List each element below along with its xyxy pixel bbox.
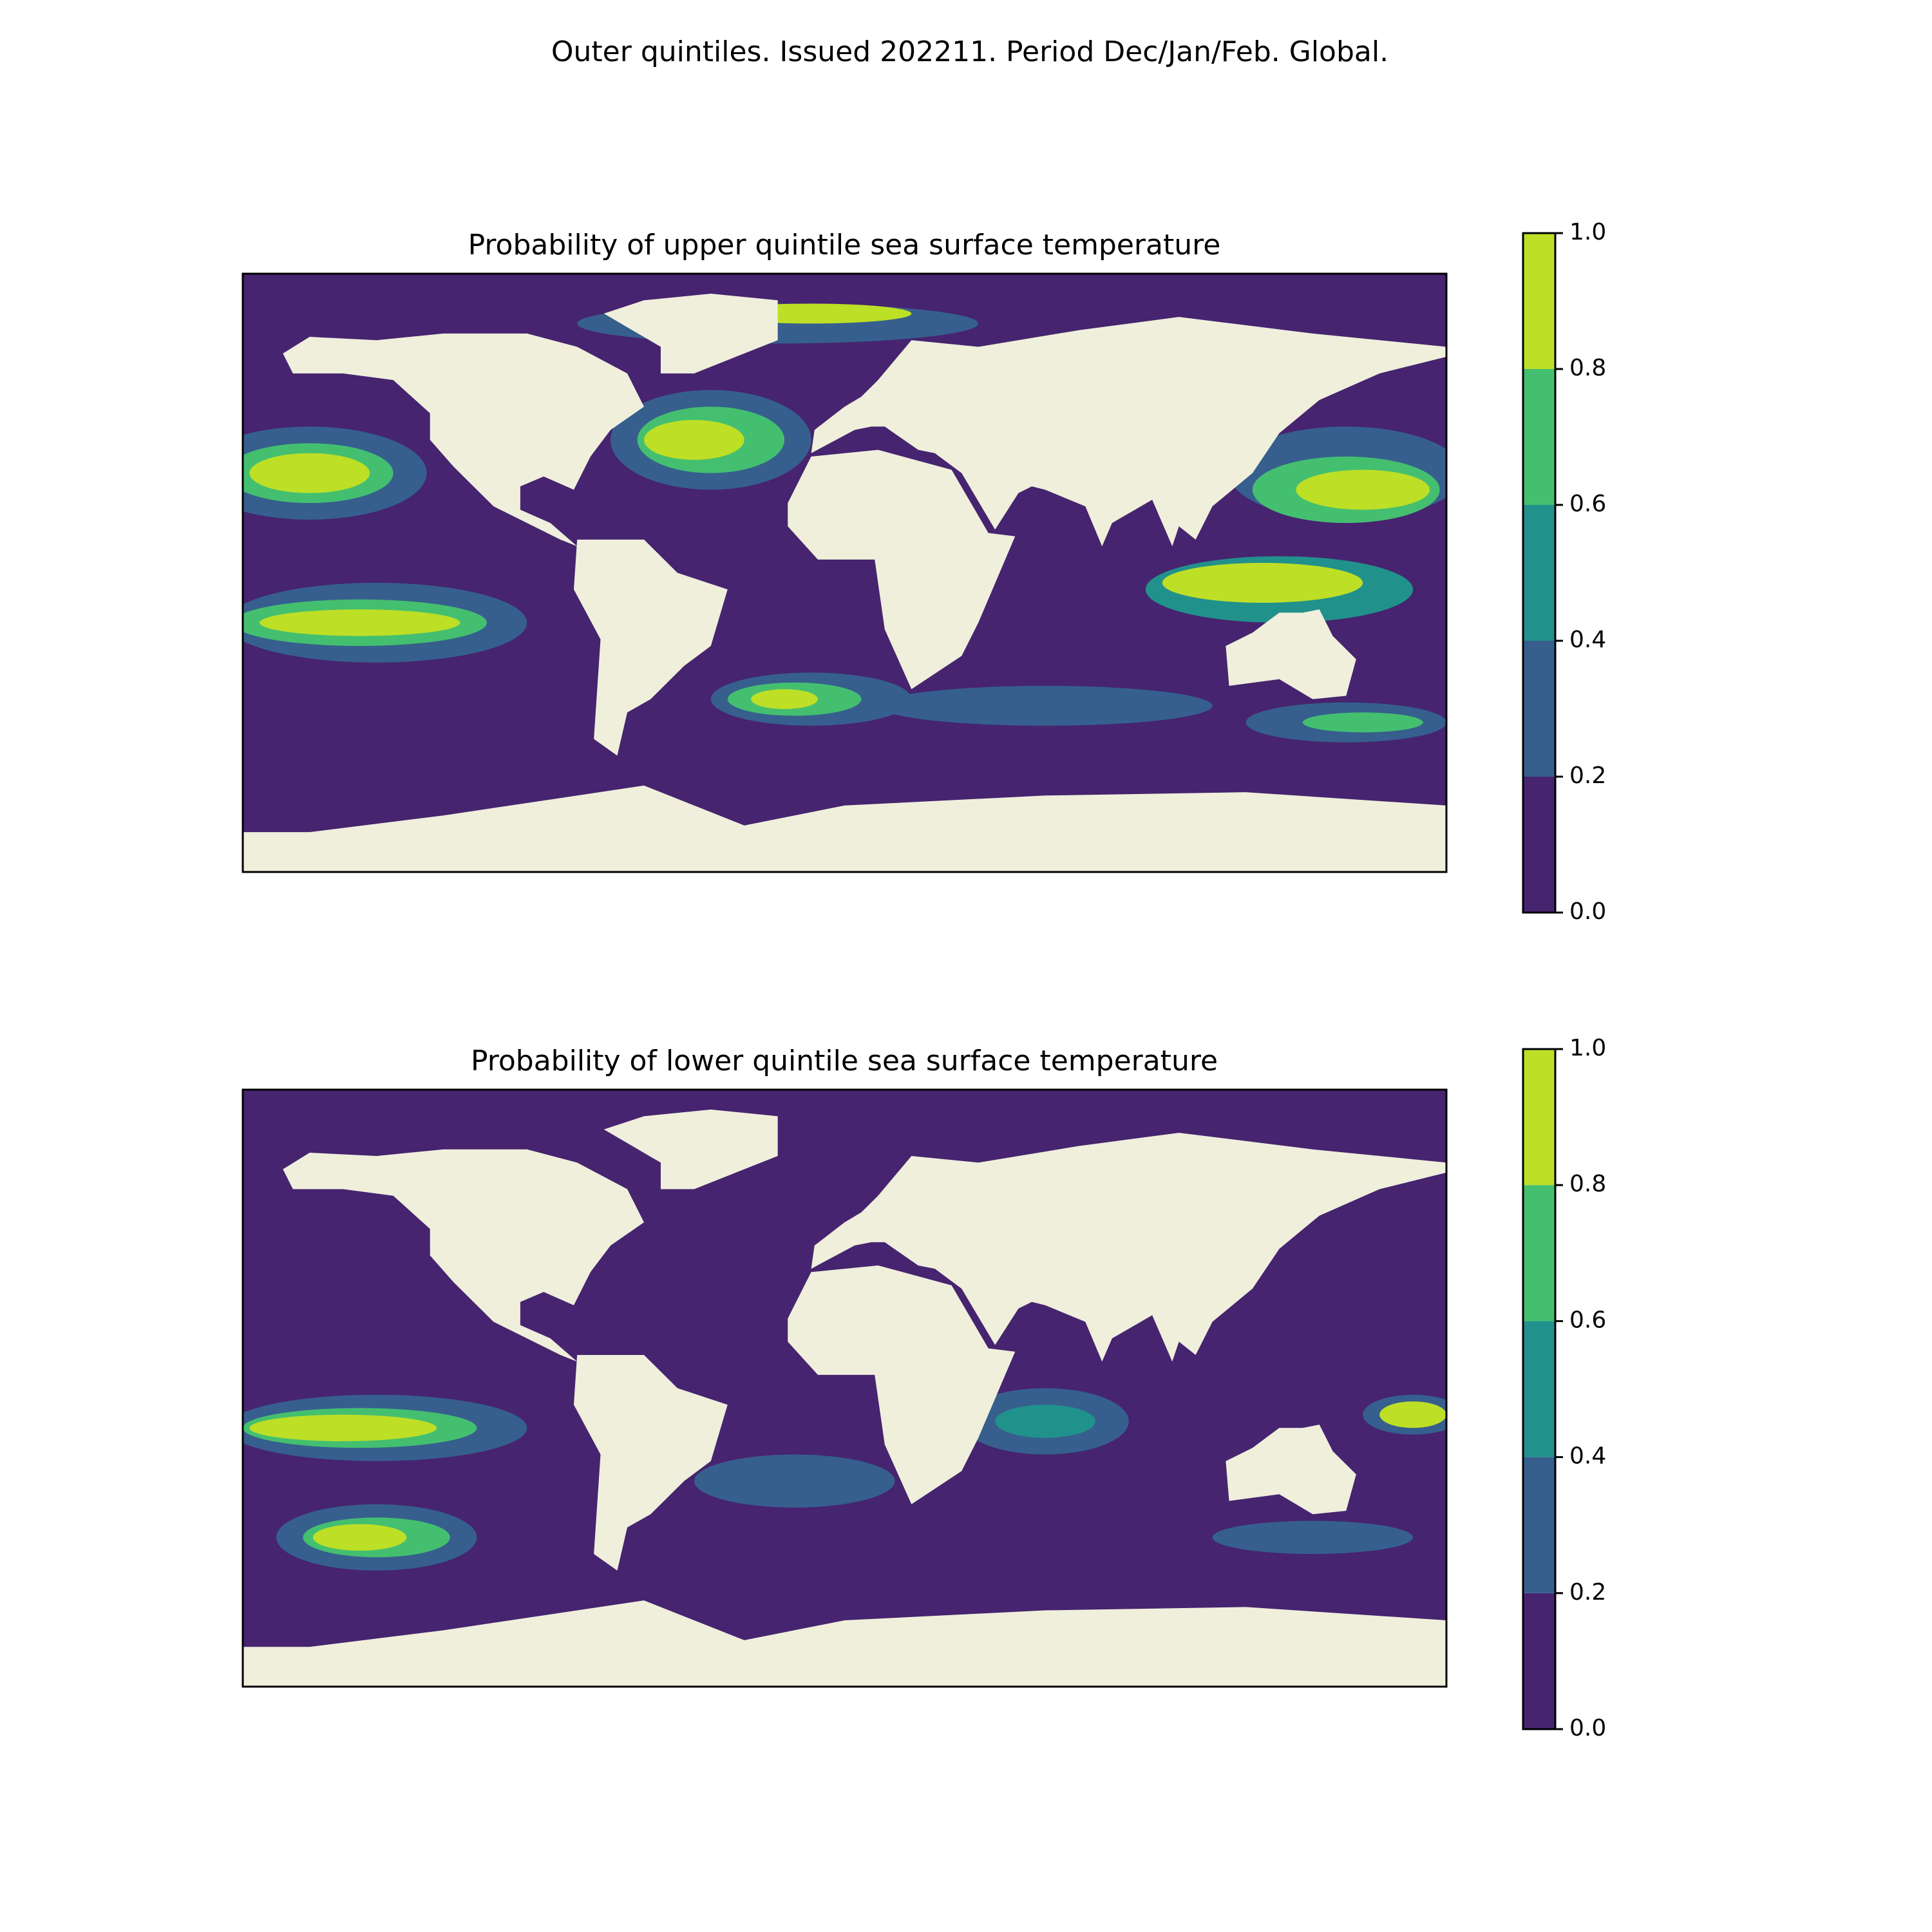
colorbar-tick-label: 0.0	[1569, 1715, 1606, 1741]
land	[603, 1109, 778, 1189]
map	[243, 274, 1446, 872]
colorbar-segment	[1523, 1185, 1555, 1321]
colorbar-tick-label: 0.2	[1569, 762, 1606, 789]
land	[283, 333, 644, 547]
probability-region	[644, 420, 744, 460]
land	[283, 1149, 644, 1362]
probability-region	[249, 453, 370, 493]
probability-region	[995, 1405, 1095, 1438]
map-frame	[242, 1088, 1448, 1688]
colorbar-segment	[1523, 1321, 1555, 1457]
probability-region	[694, 1454, 895, 1508]
colorbar-tick-label: 0.2	[1569, 1579, 1606, 1605]
land	[811, 317, 1446, 547]
land	[243, 1600, 1446, 1687]
land	[573, 1355, 728, 1571]
land	[788, 450, 1016, 690]
probability-region	[751, 689, 818, 710]
map	[243, 1090, 1446, 1687]
probability-region	[259, 609, 460, 636]
probability-region	[249, 1414, 437, 1441]
colorbar-segment	[1523, 369, 1555, 505]
map-frame	[242, 272, 1448, 873]
probability-region	[313, 1524, 407, 1551]
colorbar-segment	[1523, 505, 1555, 641]
figure-title: Outer quintiles. Issued 202211. Period D…	[551, 35, 1388, 68]
colorbar-frame	[1522, 1048, 1557, 1730]
colorbar-frame	[1522, 232, 1557, 914]
colorbar-segment	[1523, 1457, 1555, 1593]
panel-title: Probability of upper quintile sea surfac…	[468, 229, 1221, 261]
colorbar-tick-label: 0.8	[1569, 355, 1606, 381]
colorbar-tick-label: 0.4	[1569, 1443, 1606, 1470]
land	[243, 785, 1446, 872]
probability-region	[1212, 1520, 1414, 1554]
colorbar-segment	[1523, 1049, 1555, 1186]
colorbar-segment	[1523, 1593, 1555, 1729]
colorbar-segment	[1523, 641, 1555, 777]
land	[811, 1132, 1446, 1362]
colorbar-tick-label: 0.0	[1569, 898, 1606, 925]
land	[788, 1265, 1016, 1504]
land	[603, 293, 778, 374]
land	[1226, 1425, 1356, 1515]
land	[1226, 609, 1356, 699]
colorbar-segment	[1523, 777, 1555, 913]
colorbar-tick-label: 0.4	[1569, 627, 1606, 653]
colorbar-segment	[1523, 233, 1555, 369]
colorbar-tick-label: 0.6	[1569, 491, 1606, 517]
colorbar-tick-label: 0.6	[1569, 1307, 1606, 1333]
land	[573, 539, 728, 756]
colorbar-tick-label: 1.0	[1569, 1035, 1606, 1061]
probability-region	[878, 685, 1213, 726]
probability-region	[1302, 712, 1423, 733]
probability-region	[1162, 563, 1363, 603]
colorbar-tick-label: 1.0	[1569, 219, 1606, 245]
probability-region	[1379, 1401, 1446, 1428]
probability-region	[1296, 469, 1430, 510]
panel-title: Probability of lower quintile sea surfac…	[471, 1045, 1218, 1077]
colorbar-tick-label: 0.8	[1569, 1171, 1606, 1197]
